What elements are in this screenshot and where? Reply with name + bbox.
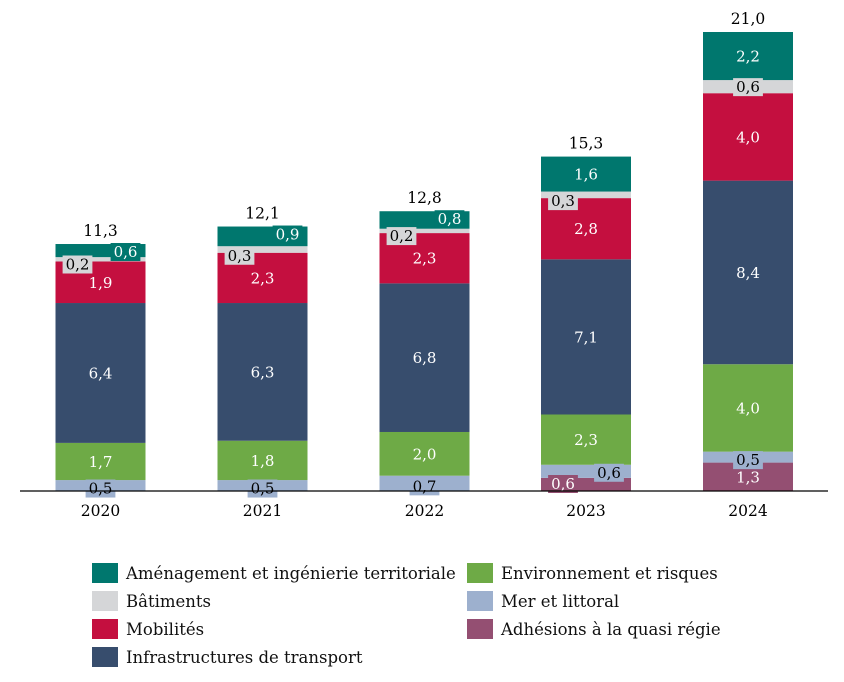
legend-item-environnement: Environnement et risques [467, 561, 718, 585]
bar-segment-environnement-et-risques-2021 [217, 440, 308, 481]
segment-label-mer-et-littoral-2023: 0,6 [597, 464, 621, 482]
label-bg [733, 78, 763, 97]
segment-label-amenagement-et-ingenierie-territoriale-2020: 0,6 [114, 243, 138, 261]
bar-segment-environnement-et-risques-2022 [379, 431, 470, 476]
legend-label: Mobilités [126, 619, 205, 639]
legend-swatch [467, 591, 493, 611]
bar-segment-infrastructures-de-transport-2021 [217, 303, 308, 441]
bar-segment-environnement-et-risques-2020 [55, 442, 146, 481]
bar-segment-batiments-2022 [379, 228, 470, 234]
legend-item-infrastructures: Infrastructures de transport [92, 645, 363, 669]
legend-swatch [92, 647, 118, 667]
bar-segment-amenagement-et-ingenierie-territoriale-2023 [541, 156, 631, 192]
bar-segment-infrastructures-de-transport-2020 [55, 303, 146, 443]
label-bg [62, 255, 93, 274]
label-bg [548, 475, 578, 493]
legend-label: Adhésions à la quasi régie [501, 619, 721, 639]
total-label-2024: 21,0 [731, 10, 766, 28]
segment-label-mobilites-2021: 2,3 [251, 269, 275, 287]
stacked-bar-chart: 0,51,76,41,90,20,60,51,86,32,30,30,90,72… [20, 10, 828, 520]
label-bg [733, 451, 763, 470]
total-label-2022: 12,8 [407, 189, 442, 207]
segment-label-mobilites-2022: 2,3 [413, 250, 437, 268]
legend-swatch [92, 591, 118, 611]
segment-label-amenagement-et-ingenierie-territoriale-2024: 2,2 [736, 48, 760, 66]
totals-group: 11,3 12,1 12,8 15,3 21,0 [83, 10, 765, 240]
total-label-2023: 15,3 [569, 135, 604, 153]
segment-label-mobilites-2020: 1,9 [89, 274, 113, 292]
label-bg [224, 246, 255, 265]
segment-label-adhesions-a-la-quasi-regie-2024: 1,3 [736, 468, 760, 486]
segment-label-infrastructures-de-transport-2021: 6,3 [251, 363, 275, 381]
legend-item-batiments: Bâtiments [92, 589, 211, 613]
legend-item-adhesions: Adhésions à la quasi régie [467, 617, 721, 641]
segment-label-batiments-2020: 0,2 [66, 256, 90, 274]
legend-swatch [92, 563, 118, 583]
segment-label-environnement-et-risques-2024: 4,0 [736, 399, 760, 417]
segment-label-adhesions-a-la-quasi-regie-2023: 0,6 [551, 475, 575, 493]
segment-label-batiments-2024: 0,6 [736, 78, 760, 96]
label-bg [110, 243, 141, 262]
legend-label: Infrastructures de transport [126, 647, 363, 667]
segment-label-batiments-2021: 0,3 [228, 247, 252, 265]
segment-label-infrastructures-de-transport-2022: 6,8 [413, 349, 437, 367]
x-tick-labels: 2020 2021 2022 2023 2024 [81, 502, 768, 520]
bar-segment-infrastructures-de-transport-2022 [379, 283, 470, 432]
segment-label-infrastructures-de-transport-2020: 6,4 [89, 364, 113, 382]
bar-segment-amenagement-et-ingenierie-territoriale-2024 [703, 32, 793, 81]
segment-label-mobilites-2023: 2,8 [574, 220, 598, 238]
legend-label: Mer et littoral [501, 591, 620, 611]
segment-label-amenagement-et-ingenierie-territoriale-2023: 1,6 [574, 166, 598, 184]
label-bg [247, 479, 278, 498]
legend-label: Bâtiments [126, 591, 212, 611]
segment-label-infrastructures-de-transport-2024: 8,4 [736, 264, 760, 282]
segment-label-amenagement-et-ingenierie-territoriale-2022: 0,8 [438, 210, 462, 228]
bar-segment-batiments-2021 [217, 246, 308, 253]
legend-swatch [92, 619, 118, 639]
segment-label-environnement-et-risques-2023: 2,3 [574, 431, 598, 449]
bar-segment-environnement-et-risques-2023 [541, 414, 631, 465]
segment-labels-group: 0,51,76,41,90,20,60,51,86,32,30,30,90,72… [62, 48, 763, 498]
segment-label-mer-et-littoral-2021: 0,5 [251, 480, 275, 498]
legend-label: Aménagement et ingénierie territoriale [126, 563, 456, 583]
label-bg [548, 192, 578, 211]
x-tick-2024: 2024 [728, 502, 768, 520]
segment-label-environnement-et-risques-2022: 2,0 [413, 445, 437, 463]
legend-item-amenagement: Aménagement et ingénierie territoriale [92, 561, 456, 585]
segment-label-environnement-et-risques-2021: 1,8 [251, 452, 275, 470]
segment-label-mer-et-littoral-2024: 0,5 [736, 451, 760, 469]
bar-segment-batiments-2020 [55, 257, 146, 262]
legend-item-mobilites: Mobilités [92, 617, 204, 641]
bar-segment-mobilites-2024 [703, 93, 793, 181]
x-tick-2021: 2021 [243, 502, 282, 520]
segment-label-mer-et-littoral-2020: 0,5 [89, 480, 113, 498]
bar-segment-batiments-2023 [541, 191, 631, 199]
bar-segment-environnement-et-risques-2024 [703, 364, 793, 452]
segment-label-amenagement-et-ingenierie-territoriale-2021: 0,9 [276, 226, 300, 244]
label-bg [386, 227, 417, 246]
segment-label-batiments-2022: 0,2 [390, 227, 414, 245]
segment-label-batiments-2023: 0,3 [551, 192, 575, 210]
bar-segment-infrastructures-de-transport-2024 [703, 180, 793, 365]
legend-item-mer: Mer et littoral [467, 589, 619, 613]
x-tick-2020: 2020 [81, 502, 120, 520]
total-label-2020: 11,3 [83, 222, 118, 240]
segment-label-environnement-et-risques-2020: 1,7 [89, 453, 113, 471]
x-tick-2022: 2022 [405, 502, 444, 520]
legend-label: Environnement et risques [501, 563, 718, 583]
x-tick-2023: 2023 [566, 502, 605, 520]
segment-label-mobilites-2024: 4,0 [736, 128, 760, 146]
legend-swatch [467, 619, 493, 639]
segment-label-mer-et-littoral-2022: 0,7 [413, 477, 437, 495]
total-label-2021: 12,1 [245, 205, 280, 223]
label-bg [85, 479, 116, 498]
legend-swatch [467, 563, 493, 583]
label-bg [434, 210, 465, 229]
label-bg [272, 225, 303, 244]
segment-label-infrastructures-de-transport-2023: 7,1 [574, 328, 598, 346]
label-bg [594, 463, 624, 482]
bar-segment-infrastructures-de-transport-2023 [541, 259, 631, 415]
